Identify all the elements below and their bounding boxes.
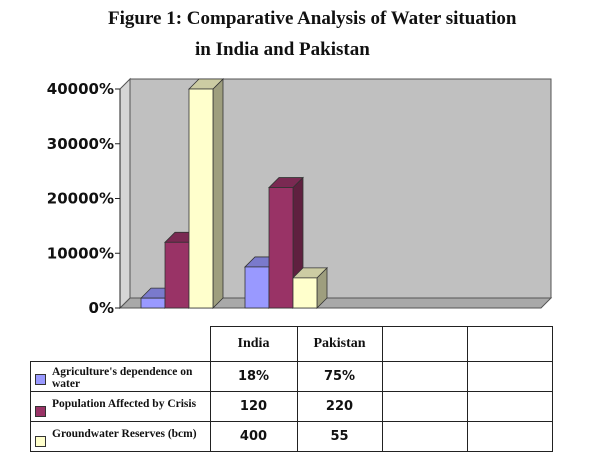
table-empty-cell — [381, 391, 468, 422]
data-label: 55 — [296, 421, 383, 452]
bars — [140, 78, 328, 309]
legend-entry: Population Affected by Crisis — [30, 391, 211, 422]
table-row: Population Affected by Crisis 120 220 — [30, 391, 553, 422]
table-empty-cell — [381, 421, 468, 452]
bar-front — [140, 297, 166, 309]
bar — [188, 78, 224, 309]
table-row: Agriculture's dependence on water 18% 75% — [30, 361, 553, 392]
bar-side — [212, 78, 224, 309]
table-empty-cell — [466, 361, 553, 392]
series-name: Groundwater Reserves (bcm) — [52, 428, 197, 440]
table-empty-cell — [466, 421, 553, 452]
plot-side-wall — [119, 77, 131, 310]
series-name: Population Affected by Crisis — [52, 398, 197, 410]
y-tick-label: 0% — [89, 299, 114, 317]
data-table: India Pakistan Agriculture's dependence on… — [30, 326, 553, 452]
table-row: Groundwater Reserves (bcm) 400 55 — [30, 421, 553, 452]
table-column-header: Pakistan — [296, 326, 383, 362]
bar-front — [188, 88, 214, 309]
y-tick-label: 30000% — [47, 135, 114, 153]
table-empty-cell — [381, 361, 468, 392]
y-axis-ticks: 0% 10000% 20000% 30000% 40000% — [47, 80, 120, 317]
table-empty-cell — [466, 326, 553, 362]
y-tick-label: 20000% — [47, 190, 114, 208]
legend-swatch — [35, 406, 46, 417]
legend-entry: Groundwater Reserves (bcm) — [30, 421, 211, 452]
legend-swatch — [35, 436, 46, 447]
legend-entry: Agriculture's dependence on water — [30, 361, 211, 392]
data-label: 220 — [296, 391, 383, 422]
table-empty-cell — [381, 326, 468, 362]
table-corner — [30, 326, 211, 362]
series-name: Agriculture's dependence on water — [52, 365, 193, 390]
table-column-header: India — [209, 326, 298, 362]
legend-swatch — [35, 373, 46, 385]
chart-area: 0% 10000% 20000% 30000% 40000% — [47, 77, 553, 317]
bar-front — [268, 187, 294, 309]
bar — [292, 266, 328, 309]
chart-title-line-2: in India and Pakistan — [195, 39, 370, 60]
data-label: 75% — [296, 361, 383, 392]
data-label: 400 — [209, 421, 298, 452]
data-label: 18% — [209, 361, 298, 392]
chart-title-line-1: Figure 1: Comparative Analysis of Water … — [108, 8, 517, 29]
bar-front — [164, 241, 190, 309]
table-header-row: India Pakistan — [30, 326, 553, 362]
y-tick-label: 10000% — [47, 244, 114, 262]
table-empty-cell — [466, 391, 553, 422]
y-tick-label: 40000% — [47, 80, 114, 98]
bar-front — [292, 277, 318, 309]
data-label: 120 — [209, 391, 298, 422]
bar-front — [244, 266, 270, 309]
